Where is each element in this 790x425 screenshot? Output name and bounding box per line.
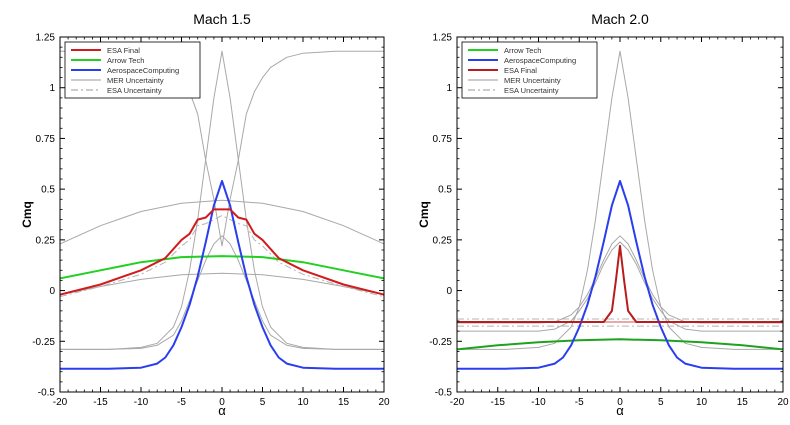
y-axis-label: Cmq: [20, 201, 34, 228]
chart-panel-1: Mach 1.5 -20 -15 -10 -5 0 5 10 15 20 -0.5 -0.25 0 0.2…: [20, 11, 390, 418]
x-tick-label: 0: [219, 397, 225, 408]
series-line-mer-uncertainty: [60, 50, 384, 350]
y-tick-label: 0.25: [433, 235, 453, 246]
plot-area: [60, 50, 384, 370]
y-tick-label: 0.25: [36, 235, 56, 246]
series-line-esa-uncertainty: [60, 215, 384, 298]
legend-label: MER Uncertainty: [504, 76, 561, 85]
legend-label: AerospaceComputing: [504, 56, 576, 65]
x-tick-label: 20: [777, 397, 789, 408]
x-tick-label: 15: [338, 397, 350, 408]
x-tick-label: -5: [177, 397, 186, 408]
x-tick-label: 15: [737, 397, 749, 408]
y-tick-label: -0.25: [429, 337, 452, 348]
x-tick-label: 10: [696, 397, 708, 408]
y-tick-label: 1.25: [36, 33, 56, 44]
y-tick-label: 1: [49, 83, 55, 94]
legend-label: ESA Uncertainty: [107, 86, 162, 95]
y-axis-label: Cmq: [417, 201, 431, 228]
legend-label: ESA Uncertainty: [504, 86, 559, 95]
x-tick-label: 5: [260, 397, 266, 408]
series-line-aerospacecomputing: [457, 180, 783, 370]
legend-label: AerospaceComputing: [107, 66, 179, 75]
series-line-mer-uncertainty: [60, 199, 384, 245]
series-line-mer-uncertainty: [457, 241, 783, 332]
x-tick-label: -15: [93, 397, 108, 408]
chart-panel-2: Mach 2.0 -20 -15 -10 -5 0 5 10 15 20 -0.5 -0.25 0 0.2…: [417, 11, 789, 418]
legend-label: ESA Final: [107, 46, 140, 55]
y-tick-label: 0.75: [36, 134, 56, 145]
y-tick-label: 0.5: [41, 185, 55, 196]
y-tick-label: -0.5: [435, 388, 453, 399]
x-axis-label: α: [218, 403, 226, 418]
series-line-arrow-tech: [60, 255, 384, 280]
y-tick-label: 1: [446, 83, 452, 94]
y-tick-label: 0: [49, 286, 55, 297]
legend-label: Arrow Tech: [107, 56, 144, 65]
x-axis-label: α: [616, 403, 624, 418]
x-tick-label: -20: [53, 397, 68, 408]
x-tick-label: -5: [575, 397, 584, 408]
legend-label: MER Uncertainty: [107, 76, 164, 85]
y-tick-label: -0.5: [38, 388, 56, 399]
x-tick-label: 5: [658, 397, 664, 408]
x-tick-label: -15: [491, 397, 506, 408]
series-line-mer-uncertainty: [60, 272, 384, 296]
x-tick-label: 10: [297, 397, 309, 408]
series-line-mer-uncertainty: [60, 235, 384, 350]
plot-area: [457, 50, 783, 370]
legend-label: Arrow Tech: [504, 46, 541, 55]
y-tick-label: -0.25: [32, 337, 55, 348]
series-line-arrow-tech: [457, 338, 783, 351]
series-line-esa-final: [60, 208, 384, 296]
x-tick-label: 20: [378, 397, 390, 408]
series-line-mer-uncertainty: [457, 50, 783, 350]
y-tick-label: 0.5: [438, 185, 452, 196]
chart-title: Mach 2.0: [591, 11, 649, 27]
chart-title: Mach 1.5: [193, 11, 251, 27]
x-tick-label: -10: [134, 397, 149, 408]
y-tick-label: 1.25: [433, 33, 453, 44]
legend-label: ESA Final: [504, 66, 537, 75]
y-tick-label: 0.75: [433, 134, 453, 145]
y-tick-label: 0: [446, 286, 452, 297]
series-line-aerospacecomputing: [60, 180, 384, 370]
series-line-mer-uncertainty: [457, 235, 783, 324]
x-tick-label: 0: [617, 397, 623, 408]
x-tick-label: -10: [531, 397, 546, 408]
series-line-esa-final: [457, 244, 783, 323]
x-tick-label: -20: [450, 397, 465, 408]
